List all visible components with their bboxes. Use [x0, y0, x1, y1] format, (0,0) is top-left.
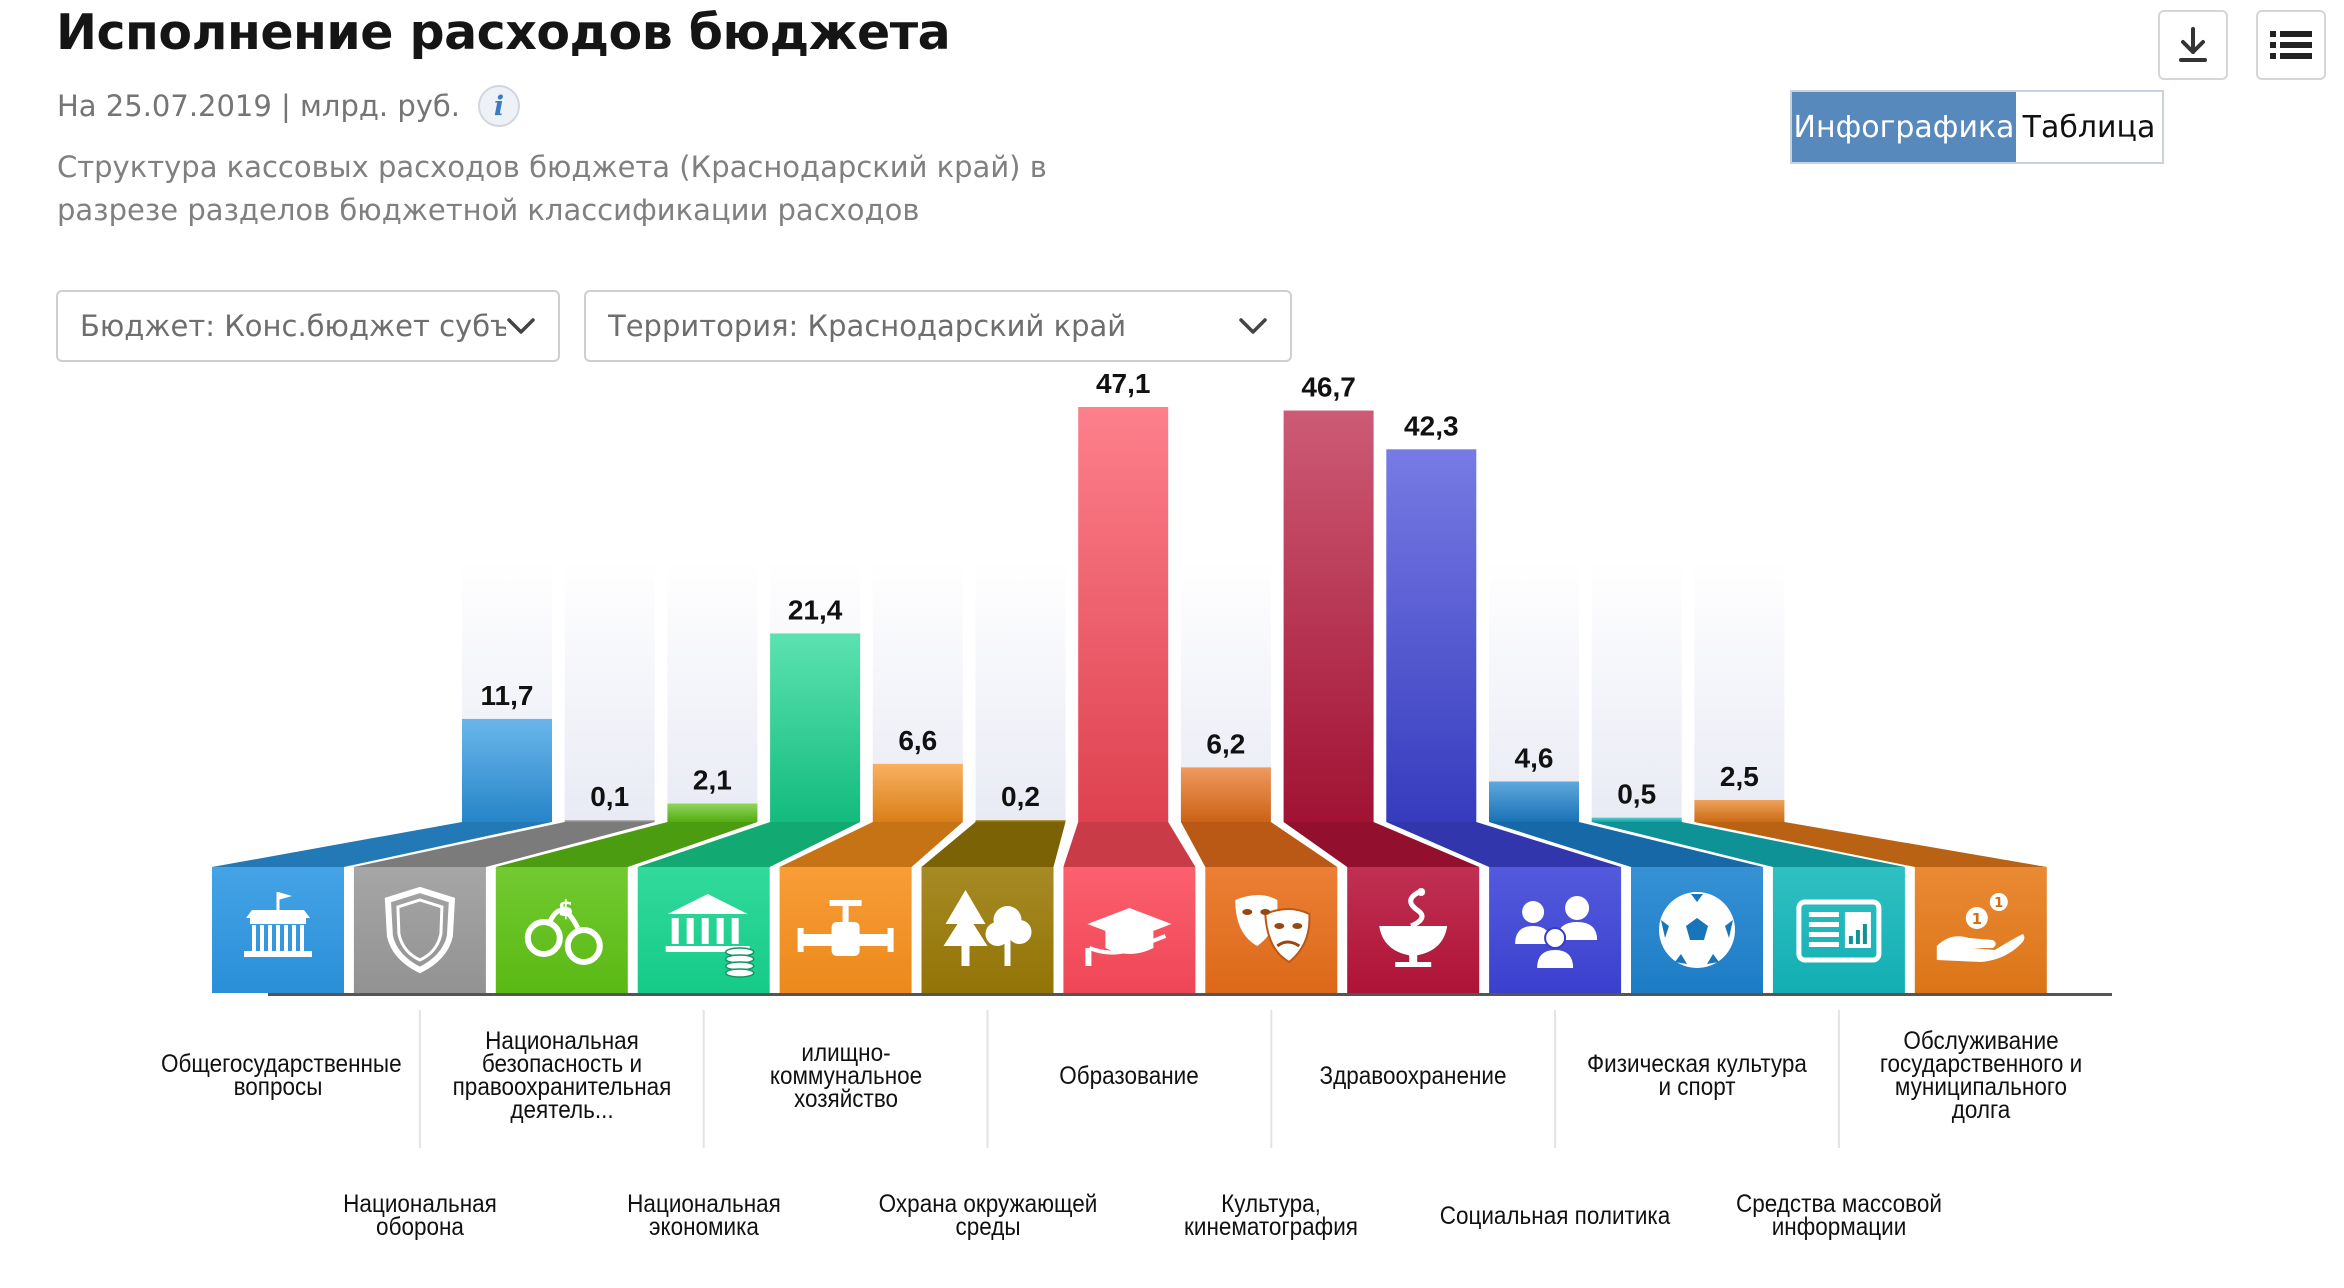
bar-shadow — [1694, 560, 1785, 822]
bar[interactable] — [667, 803, 758, 822]
tab-table[interactable]: Таблица — [2016, 92, 2162, 162]
chart-description: Структура кассовых расходов бюджета (Кра… — [57, 150, 1047, 227]
category-tile[interactable] — [495, 867, 628, 993]
bar-connector — [1283, 822, 1480, 867]
trees-icon — [943, 890, 1032, 966]
budget-dropdown[interactable]: Бюджет: Конс.бюджет субъек — [56, 290, 560, 362]
bar-connector — [1591, 822, 1905, 867]
page-title: Исполнение расходов бюджета — [56, 4, 951, 61]
bar-value-label: 0,2 — [1001, 781, 1040, 812]
bar[interactable] — [1078, 407, 1169, 822]
bar-shadow — [1591, 560, 1682, 822]
bar[interactable] — [1694, 799, 1785, 822]
family-icon — [1515, 896, 1598, 968]
category-label: Здравоохранение — [1319, 1061, 1507, 1090]
category-label: Национальная оборона — [343, 1190, 497, 1241]
info-icon[interactable]: i — [478, 85, 521, 127]
newspaper-icon — [1796, 899, 1882, 963]
category-label: Национальная безопасность и правоохранит… — [452, 1027, 672, 1124]
pipe-valve-icon — [797, 900, 894, 956]
bar-connector — [779, 822, 963, 867]
bar-value-label: 0,5 — [1617, 779, 1656, 810]
bar-shadow — [975, 560, 1066, 822]
category-label: Обслуживание государственного и муниципа… — [1879, 1027, 2082, 1124]
subtitle-row: На 25.07.2019 | млрд. руб. i — [57, 84, 521, 128]
bar[interactable] — [1591, 817, 1682, 822]
bar-shadow — [667, 560, 758, 822]
bar[interactable] — [1180, 767, 1271, 822]
category-label: илищно-коммунальное хозяйство — [769, 1038, 922, 1113]
category-tile[interactable] — [353, 867, 486, 993]
territory-dropdown[interactable]: Территория: Краснодарский край — [584, 290, 1292, 362]
coins-hand-icon: 11 — [1936, 893, 2025, 962]
bar-connector — [1489, 822, 1763, 867]
category-label: Культура, кинематография — [1184, 1190, 1359, 1241]
download-button[interactable] — [2158, 10, 2228, 80]
bar-value-label: 11,7 — [481, 680, 534, 711]
category-label: Национальная экономика — [626, 1190, 781, 1241]
handcuffs-icon: $ — [524, 897, 603, 965]
bar-value-label: 6,6 — [898, 725, 937, 756]
bar-connector — [921, 822, 1066, 867]
bar-connector — [1694, 822, 2047, 867]
bar[interactable] — [1283, 410, 1374, 822]
menu-icon — [2270, 31, 2312, 59]
bar[interactable] — [975, 820, 1066, 822]
bank-coins-icon — [665, 894, 755, 978]
chevron-down-icon — [506, 317, 536, 335]
svg-text:$: $ — [558, 897, 573, 922]
menu-button[interactable] — [2256, 10, 2326, 80]
bar-value-label: 2,1 — [693, 764, 732, 795]
shield-icon — [384, 886, 456, 974]
bar-value-label: 47,1 — [1096, 368, 1151, 399]
category-label: Физическая культура и спорт — [1587, 1050, 1807, 1101]
svg-text:1: 1 — [1972, 910, 1982, 928]
soccer-ball-icon — [1659, 892, 1735, 968]
category-tile[interactable] — [1772, 867, 1905, 993]
category-tile[interactable] — [1914, 867, 2047, 993]
bar-value-label: 4,6 — [1515, 742, 1554, 773]
date-units-subtitle: На 25.07.2019 | млрд. руб. — [57, 89, 461, 123]
bar-value-label: 42,3 — [1404, 410, 1459, 441]
category-label: Общегосударственные вопросы — [161, 1050, 402, 1101]
bar[interactable] — [770, 633, 861, 822]
bar[interactable] — [1386, 449, 1477, 822]
bar-shadow — [1489, 560, 1579, 822]
bar-shadow — [564, 560, 655, 822]
download-icon — [2179, 27, 2207, 62]
bar-value-label: 6,2 — [1206, 728, 1245, 759]
bar[interactable] — [1489, 781, 1579, 822]
medicine-bowl-icon — [1379, 888, 1448, 967]
category-label: Средства массовой информации — [1735, 1190, 1942, 1241]
bar-connector — [1386, 822, 1622, 867]
chevron-down-icon — [1238, 317, 1268, 335]
bar-connector — [495, 822, 758, 867]
bar[interactable] — [872, 763, 963, 822]
theater-masks-icon — [1235, 895, 1311, 964]
svg-text:1: 1 — [1994, 896, 2003, 911]
bar-connector — [1063, 822, 1196, 867]
bar-connector — [353, 822, 655, 867]
bar-value-label: 46,7 — [1301, 372, 1356, 403]
category-label: Социальная политика — [1439, 1201, 1671, 1230]
bar[interactable] — [462, 718, 552, 822]
territory-dropdown-label: Территория: Краснодарский край — [608, 309, 1127, 343]
chart-baseline — [268, 993, 2112, 996]
graduation-cap-icon — [1085, 908, 1172, 966]
bar-connector — [212, 822, 552, 867]
government-building-icon — [244, 892, 312, 957]
budget-dropdown-label: Бюджет: Конс.бюджет субъек — [80, 309, 506, 343]
bar-value-label: 2,5 — [1720, 761, 1759, 792]
bar-connector — [637, 822, 861, 867]
bar[interactable] — [564, 820, 655, 822]
tab-infographic[interactable]: Инфографика — [1792, 92, 2016, 162]
category-label: Образование — [1059, 1061, 1200, 1090]
bar-connector — [1180, 822, 1338, 867]
category-label: Охрана окружающей среды — [878, 1190, 1097, 1241]
bar-value-label: 0,1 — [590, 781, 629, 812]
view-toggle: Инфографика Таблица — [1790, 90, 2164, 164]
bar-value-label: 21,4 — [788, 594, 843, 625]
